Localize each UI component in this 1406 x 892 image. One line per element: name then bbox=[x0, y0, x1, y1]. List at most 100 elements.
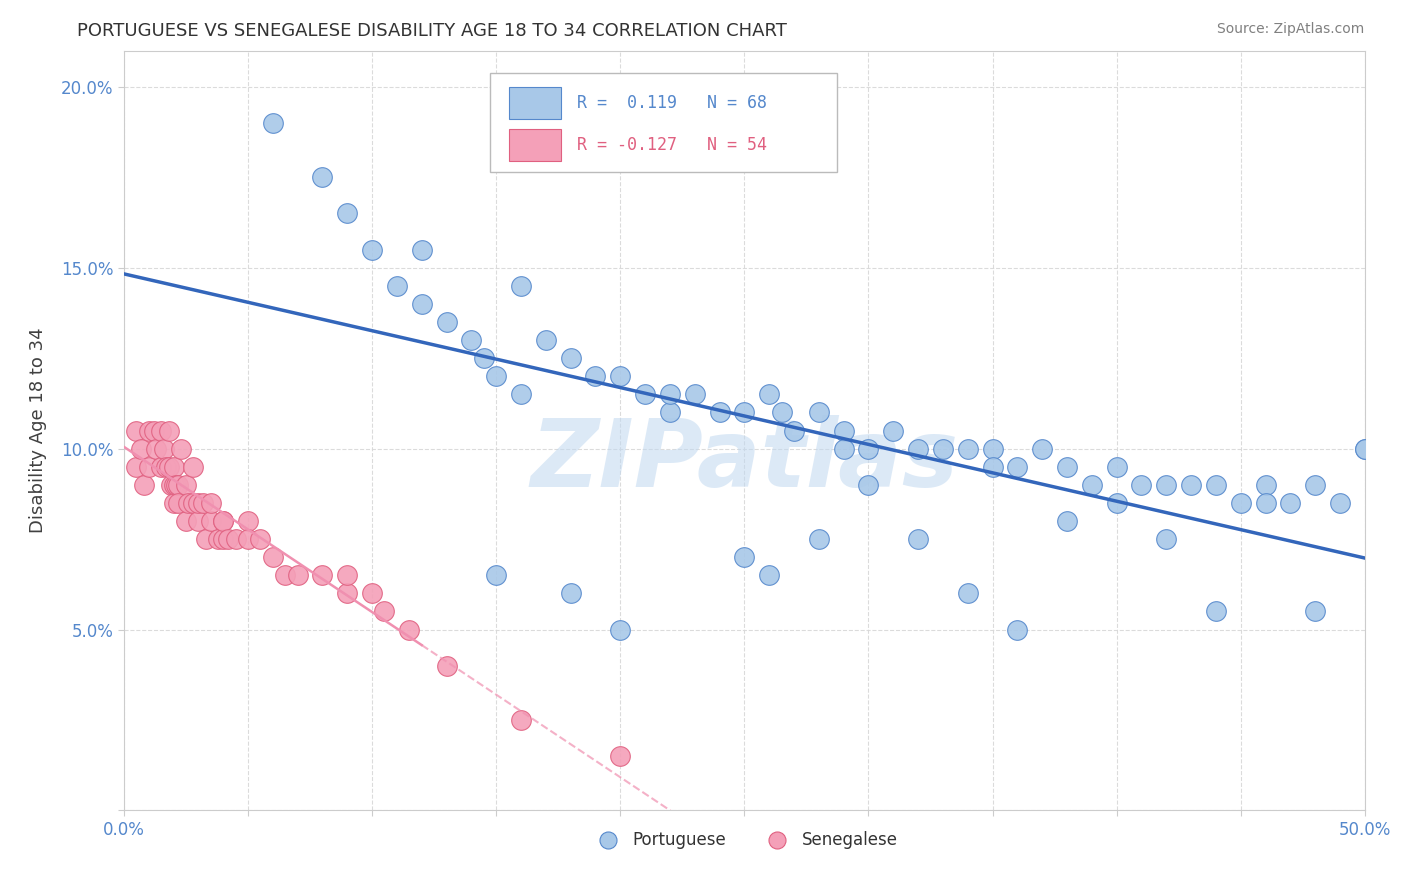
Point bbox=[236, 514, 259, 528]
Point bbox=[1354, 442, 1376, 456]
Point bbox=[373, 605, 395, 619]
Point bbox=[225, 532, 247, 546]
Point bbox=[758, 387, 780, 401]
Point bbox=[956, 442, 979, 456]
Point bbox=[170, 442, 193, 456]
Point bbox=[583, 369, 606, 384]
Point bbox=[1081, 478, 1104, 492]
Point bbox=[832, 424, 855, 438]
Point bbox=[274, 568, 297, 582]
Point bbox=[609, 623, 631, 637]
Point bbox=[411, 243, 433, 257]
Point bbox=[167, 478, 190, 492]
Point bbox=[1056, 514, 1078, 528]
Point bbox=[709, 405, 731, 419]
Point bbox=[165, 478, 187, 492]
Point bbox=[733, 550, 755, 565]
Text: R =  0.119   N = 68: R = 0.119 N = 68 bbox=[576, 95, 766, 112]
Point bbox=[460, 333, 482, 347]
Point bbox=[162, 496, 184, 510]
Point bbox=[1229, 496, 1251, 510]
Point bbox=[236, 532, 259, 546]
Point bbox=[510, 713, 533, 727]
Point bbox=[770, 405, 793, 419]
Point bbox=[138, 424, 160, 438]
Point bbox=[758, 568, 780, 582]
Point bbox=[212, 514, 235, 528]
Y-axis label: Disability Age 18 to 34: Disability Age 18 to 34 bbox=[30, 327, 46, 533]
Point bbox=[560, 586, 582, 600]
Point bbox=[125, 424, 148, 438]
Point bbox=[1205, 605, 1227, 619]
Point bbox=[907, 442, 929, 456]
Point bbox=[436, 315, 458, 329]
Point bbox=[187, 496, 209, 510]
Point bbox=[956, 586, 979, 600]
Point bbox=[1007, 459, 1029, 474]
Point bbox=[411, 297, 433, 311]
Point bbox=[1180, 478, 1202, 492]
Text: ZIPatlas: ZIPatlas bbox=[530, 415, 959, 507]
Point bbox=[217, 532, 239, 546]
Point bbox=[609, 369, 631, 384]
Point bbox=[1154, 478, 1177, 492]
Point bbox=[212, 532, 235, 546]
FancyBboxPatch shape bbox=[509, 87, 561, 119]
Point bbox=[287, 568, 309, 582]
Point bbox=[1329, 496, 1351, 510]
Point bbox=[200, 496, 222, 510]
Point bbox=[1254, 496, 1277, 510]
Point bbox=[485, 568, 508, 582]
Point bbox=[1154, 532, 1177, 546]
Point bbox=[174, 514, 197, 528]
Point bbox=[125, 459, 148, 474]
Point bbox=[183, 459, 205, 474]
Point bbox=[200, 514, 222, 528]
Point bbox=[609, 749, 631, 764]
Point bbox=[138, 459, 160, 474]
Point bbox=[534, 333, 557, 347]
Point bbox=[1105, 496, 1128, 510]
Point bbox=[129, 442, 152, 456]
Point bbox=[932, 442, 955, 456]
Text: PORTUGUESE VS SENEGALESE DISABILITY AGE 18 TO 34 CORRELATION CHART: PORTUGUESE VS SENEGALESE DISABILITY AGE … bbox=[77, 22, 787, 40]
Point bbox=[177, 496, 200, 510]
Point bbox=[882, 424, 904, 438]
Point bbox=[155, 459, 177, 474]
Point bbox=[361, 586, 384, 600]
Point bbox=[361, 243, 384, 257]
Point bbox=[981, 442, 1004, 456]
Point bbox=[683, 387, 706, 401]
Legend: Portuguese, Senegalese: Portuguese, Senegalese bbox=[585, 824, 904, 855]
Point bbox=[174, 478, 197, 492]
Point bbox=[472, 351, 495, 366]
Point bbox=[145, 442, 167, 456]
Point bbox=[142, 424, 165, 438]
Point bbox=[981, 459, 1004, 474]
Point bbox=[150, 424, 173, 438]
Point bbox=[807, 405, 830, 419]
Point bbox=[1031, 442, 1053, 456]
Point bbox=[436, 658, 458, 673]
Point bbox=[1105, 459, 1128, 474]
Point bbox=[183, 496, 205, 510]
Point bbox=[634, 387, 657, 401]
Point bbox=[398, 623, 420, 637]
Point bbox=[152, 442, 174, 456]
Point bbox=[157, 424, 180, 438]
Point bbox=[194, 532, 217, 546]
Point bbox=[858, 442, 880, 456]
Text: Source: ZipAtlas.com: Source: ZipAtlas.com bbox=[1216, 22, 1364, 37]
Point bbox=[1254, 478, 1277, 492]
Point bbox=[150, 459, 173, 474]
Point bbox=[1056, 459, 1078, 474]
Point bbox=[336, 586, 359, 600]
Point bbox=[658, 405, 681, 419]
Point bbox=[311, 170, 333, 185]
Point bbox=[132, 478, 155, 492]
Point bbox=[807, 532, 830, 546]
Point bbox=[733, 405, 755, 419]
Point bbox=[560, 351, 582, 366]
Point bbox=[311, 568, 333, 582]
Point bbox=[187, 514, 209, 528]
